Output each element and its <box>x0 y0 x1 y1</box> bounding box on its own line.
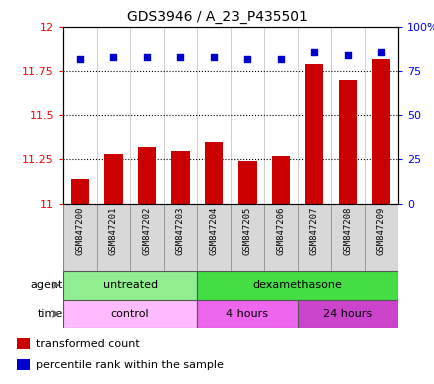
Bar <box>364 204 397 271</box>
Bar <box>171 151 189 204</box>
Text: 4 hours: 4 hours <box>226 309 268 319</box>
Bar <box>96 204 130 271</box>
Bar <box>104 154 122 204</box>
Bar <box>197 271 397 300</box>
Text: dexamethasone: dexamethasone <box>252 280 342 290</box>
Bar <box>163 204 197 271</box>
Text: agent: agent <box>31 280 63 290</box>
Bar <box>17 359 30 370</box>
Point <box>109 54 116 60</box>
Bar <box>271 156 289 204</box>
Text: GSM847205: GSM847205 <box>242 207 251 255</box>
Text: GSM847207: GSM847207 <box>309 207 318 255</box>
Text: untreated: untreated <box>102 280 157 290</box>
Point <box>277 56 284 62</box>
Text: GSM847200: GSM847200 <box>75 207 84 255</box>
Bar <box>17 338 30 349</box>
Bar <box>63 271 197 300</box>
Bar <box>263 204 297 271</box>
Point <box>243 56 250 62</box>
Bar <box>197 204 230 271</box>
Point <box>210 54 217 60</box>
Text: 24 hours: 24 hours <box>322 309 372 319</box>
Text: percentile rank within the sample: percentile rank within the sample <box>36 360 223 370</box>
Point <box>377 48 384 55</box>
Bar <box>137 147 156 204</box>
Bar <box>70 179 89 204</box>
Bar <box>330 204 364 271</box>
Text: GSM847202: GSM847202 <box>142 207 151 255</box>
Text: GSM847206: GSM847206 <box>276 207 285 255</box>
Bar <box>197 300 297 328</box>
Text: GSM847209: GSM847209 <box>376 207 385 255</box>
Point <box>143 54 150 60</box>
Text: GSM847208: GSM847208 <box>342 207 352 255</box>
Bar <box>338 80 356 204</box>
Bar <box>371 59 390 204</box>
Point <box>177 54 184 60</box>
Bar <box>304 64 323 204</box>
Text: time: time <box>38 309 63 319</box>
Point <box>76 56 83 62</box>
Bar <box>297 300 397 328</box>
Point <box>310 48 317 55</box>
Bar <box>230 204 263 271</box>
Bar <box>130 204 163 271</box>
Bar <box>63 300 197 328</box>
Bar <box>237 161 256 204</box>
Bar <box>204 142 223 204</box>
Text: GDS3946 / A_23_P435501: GDS3946 / A_23_P435501 <box>127 10 307 23</box>
Text: GSM847204: GSM847204 <box>209 207 218 255</box>
Text: GSM847201: GSM847201 <box>108 207 118 255</box>
Text: transformed count: transformed count <box>36 339 139 349</box>
Bar <box>63 204 96 271</box>
Text: control: control <box>111 309 149 319</box>
Point <box>344 52 351 58</box>
Text: GSM847203: GSM847203 <box>175 207 184 255</box>
Bar <box>297 204 330 271</box>
